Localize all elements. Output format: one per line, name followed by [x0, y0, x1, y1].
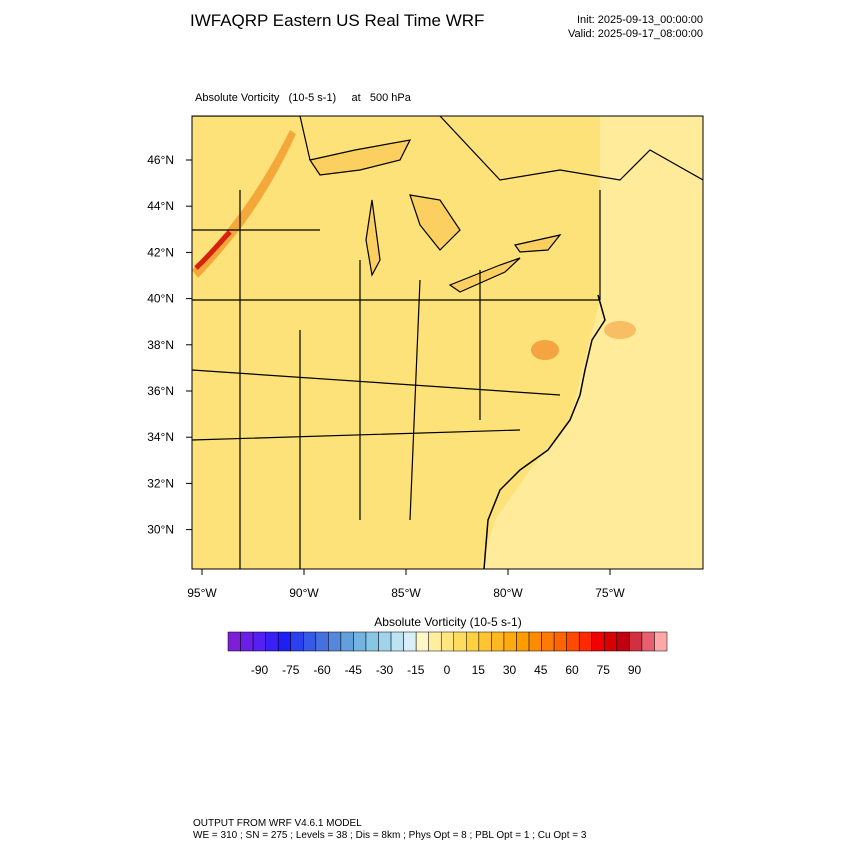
- colorbar-swatch: [604, 631, 618, 652]
- coastline: [483, 294, 606, 569]
- colorbar-swatch: [478, 631, 492, 652]
- colorbar-swatch: [403, 631, 417, 652]
- colorbar-swatch: [516, 631, 530, 652]
- colorbar-swatch: [227, 631, 241, 652]
- colorbar-tick-label: 60: [565, 663, 579, 677]
- colorbar-swatch: [553, 631, 567, 652]
- lon-label: 90°W: [289, 586, 319, 600]
- state-borders: [192, 190, 601, 569]
- colorbar-swatch: [240, 631, 254, 652]
- lat-label: 42°N: [147, 245, 174, 259]
- colorbar-swatch: [415, 631, 429, 652]
- colorbar-swatch: [265, 631, 279, 652]
- colorbar-swatch: [440, 631, 455, 652]
- lon-labels: 95°W 90°W 85°W 80°W 75°W: [187, 569, 625, 600]
- lat-label: 34°N: [147, 430, 174, 444]
- colorbar: -90 -75 -60 -45 -30 -15 0 15 30 45 60 75 90: [227, 631, 668, 677]
- vorticity-spot: [531, 340, 559, 360]
- colorbar-swatch: [428, 631, 442, 652]
- lat-label: 40°N: [147, 292, 174, 306]
- colorbar-tick-label: 0: [444, 663, 451, 677]
- colorbar-tick-label: -45: [345, 663, 363, 677]
- lon-label: 80°W: [493, 586, 523, 600]
- lake-michigan: [365, 199, 381, 277]
- lat-label: 46°N: [147, 153, 174, 167]
- colorbar-swatch: [453, 631, 467, 652]
- lat-label: 30°N: [147, 523, 174, 537]
- borders: [192, 116, 703, 181]
- map: [191, 115, 704, 570]
- colorbar-swatch: [353, 631, 367, 652]
- lon-label: 95°W: [187, 586, 217, 600]
- colorbar-swatch: [365, 631, 379, 652]
- colorbar-swatch: [578, 631, 592, 652]
- colorbar-tick-label: 45: [534, 663, 548, 677]
- colorbar-tick-label: -75: [282, 663, 300, 677]
- lon-label: 75°W: [595, 586, 625, 600]
- map-frame: [191, 115, 704, 570]
- lat-label: 44°N: [147, 199, 174, 213]
- colorbar-swatch: [541, 631, 555, 652]
- colorbar-swatch: [491, 631, 505, 652]
- vorticity-max: [194, 230, 232, 270]
- colorbar-swatch: [528, 631, 542, 652]
- lat-label: 32°N: [147, 476, 174, 490]
- colorbar-tick-label: -60: [313, 663, 331, 677]
- lat-label: 36°N: [147, 384, 174, 398]
- lake-huron: [409, 194, 461, 251]
- init-time: Init: 2025-09-13_00:00:00: [577, 14, 703, 26]
- footer-line: WE = 310 ; SN = 275 ; Levels = 38 ; Dis …: [193, 830, 587, 841]
- lat-labels: 46°N 44°N 42°N 40°N 38°N 36°N 34°N 32°N 30°N: [147, 153, 192, 537]
- footer-line: OUTPUT FROM WRF V4.6.1 MODEL: [193, 818, 362, 829]
- colorbar-tick-label: 30: [503, 663, 517, 677]
- colorbar-swatch: [629, 631, 643, 652]
- subtitle: Absolute Vorticity (10-5 s-1) at 500 hPa: [195, 92, 412, 104]
- colorbar-swatch: [378, 631, 392, 652]
- colorbar-swatch: [328, 631, 342, 652]
- colorbar-title: Absolute Vorticity (10-5 s-1): [374, 615, 521, 629]
- colorbar-swatch: [315, 631, 329, 652]
- lon-label: 85°W: [391, 586, 421, 600]
- colorbar-tick-label: -30: [376, 663, 394, 677]
- valid-time: Valid: 2025-09-17_08:00:00: [568, 28, 703, 40]
- colorbar-swatch: [252, 631, 266, 652]
- colorbar-swatch: [303, 631, 317, 652]
- colorbar-swatch: [616, 631, 630, 652]
- colorbar-swatch: [566, 631, 580, 652]
- colorbar-swatch: [466, 631, 480, 652]
- colorbar-swatch: [340, 631, 354, 652]
- lat-label: 38°N: [147, 338, 174, 352]
- title: IWFAQRP Eastern US Real Time WRF: [190, 11, 484, 30]
- colorbar-tick-label: -90: [251, 663, 269, 677]
- colorbar-tick-label: 15: [472, 663, 486, 677]
- lake-erie: [448, 257, 521, 293]
- colorbar-swatch: [654, 631, 668, 652]
- colorbar-swatch: [290, 631, 304, 652]
- colorbar-swatch: [277, 631, 291, 652]
- colorbar-swatch: [390, 631, 404, 652]
- lake-ontario: [513, 234, 562, 253]
- colorbar-swatch: [641, 631, 655, 652]
- colorbar-tick-label: -15: [407, 663, 425, 677]
- colorbar-swatch: [591, 631, 605, 652]
- colorbar-swatch: [503, 631, 517, 652]
- vorticity-spot: [604, 321, 636, 339]
- colorbar-tick-label: 90: [628, 663, 642, 677]
- colorbar-tick-label: 75: [597, 663, 611, 677]
- lake-superior: [309, 139, 412, 176]
